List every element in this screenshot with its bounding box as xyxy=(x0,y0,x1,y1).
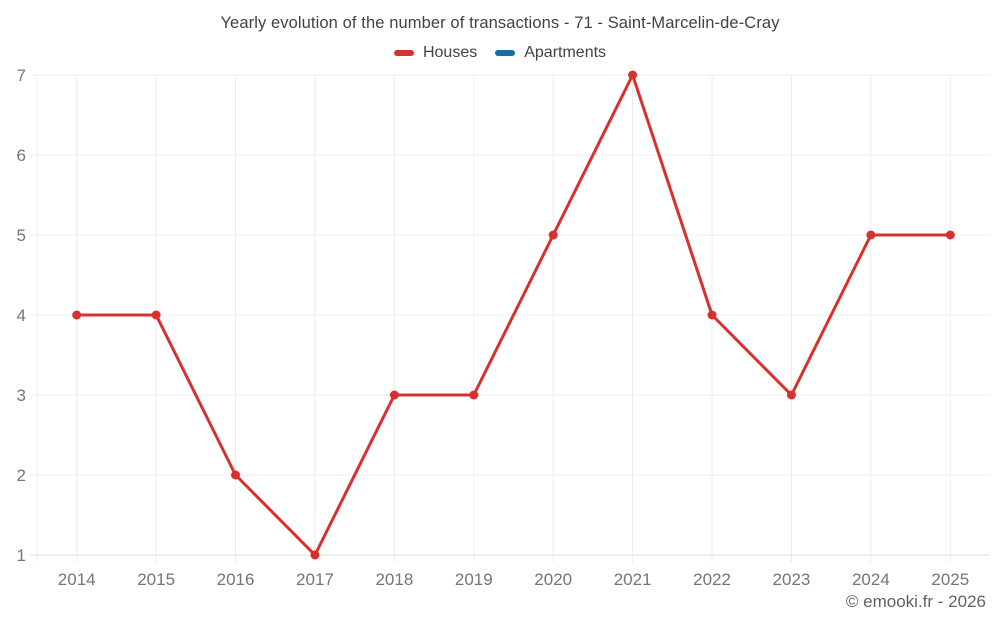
y-axis-tick-label: 1 xyxy=(17,546,26,565)
y-axis-tick-label: 7 xyxy=(17,66,26,85)
data-point-houses[interactable] xyxy=(628,70,638,80)
x-axis-tick-label: 2025 xyxy=(931,570,969,589)
series-line-houses xyxy=(75,73,952,557)
legend-label-apartments: Apartments xyxy=(524,44,607,61)
x-axis-tick-label: 2017 xyxy=(296,570,334,589)
data-point-houses[interactable] xyxy=(866,230,876,240)
x-axis-tick-label: 2014 xyxy=(58,570,96,589)
data-point-houses[interactable] xyxy=(151,310,161,320)
data-point-houses[interactable] xyxy=(231,470,241,480)
y-axis-tick-label: 4 xyxy=(17,306,26,325)
y-axis-tick-label: 5 xyxy=(17,226,26,245)
x-axis-tick-label: 2022 xyxy=(693,570,731,589)
data-point-houses[interactable] xyxy=(548,230,558,240)
legend-item-houses[interactable]: Houses xyxy=(393,44,478,62)
chart-legend: Houses Apartments xyxy=(0,44,1000,62)
y-axis-tick-label: 3 xyxy=(17,386,26,405)
data-point-houses[interactable] xyxy=(786,390,796,400)
x-axis-tick-label: 2021 xyxy=(614,570,652,589)
houses-series-swatch-icon xyxy=(393,50,414,56)
y-axis-tick-label: 2 xyxy=(17,466,26,485)
apartments-series-swatch-icon xyxy=(495,50,516,56)
x-axis-tick-label: 2023 xyxy=(773,570,811,589)
data-point-houses[interactable] xyxy=(72,310,82,320)
legend-label-houses: Houses xyxy=(422,44,478,61)
x-axis-tick-label: 2020 xyxy=(534,570,572,589)
data-point-houses[interactable] xyxy=(310,550,320,560)
copyright-note: © emooki.fr - 2026 xyxy=(845,592,986,611)
data-point-houses[interactable] xyxy=(389,390,399,400)
x-axis-tick-label: 2018 xyxy=(375,570,413,589)
y-axis-tick-label: 6 xyxy=(17,146,26,165)
legend-item-apartments[interactable]: Apartments xyxy=(495,44,606,62)
x-axis-tick-label: 2015 xyxy=(137,570,175,589)
data-point-houses[interactable] xyxy=(945,230,955,240)
chart-title: Yearly evolution of the number of transa… xyxy=(220,14,780,32)
data-point-houses[interactable] xyxy=(707,310,717,320)
x-axis-tick-label: 2024 xyxy=(852,570,890,589)
x-axis-tick-label: 2016 xyxy=(217,570,255,589)
data-point-houses[interactable] xyxy=(469,390,479,400)
x-axis-tick-label: 2019 xyxy=(455,570,493,589)
